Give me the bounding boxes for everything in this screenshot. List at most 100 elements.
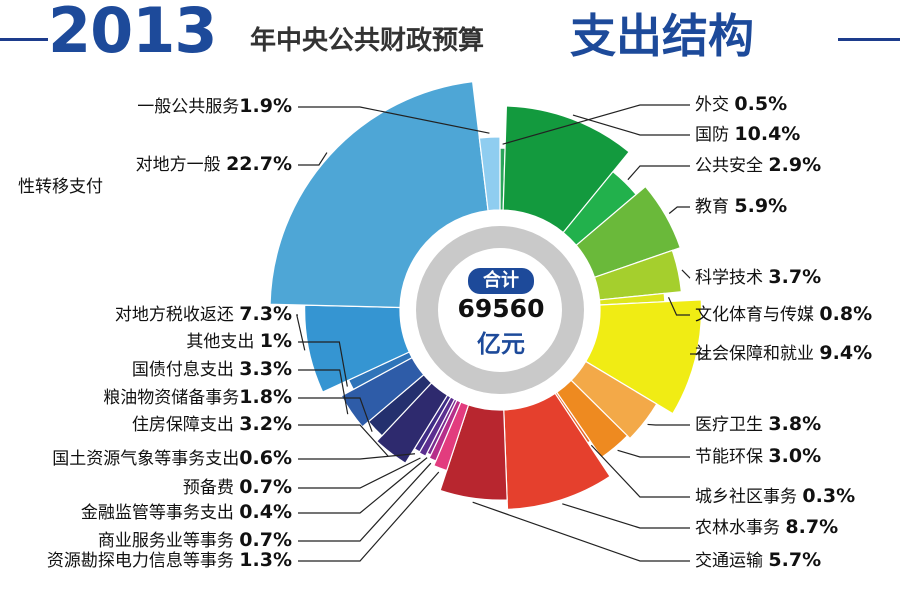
label-value-16: 0.6% bbox=[239, 447, 292, 469]
label-group-16: 国土资源气象等事务支出0.6% bbox=[52, 447, 416, 469]
label-group-0: 外交 0.5% bbox=[502, 93, 787, 145]
label-name-23: 一般公共服务 bbox=[137, 97, 239, 117]
label-value-0: 0.5% bbox=[734, 93, 787, 115]
slice-12 bbox=[433, 401, 470, 472]
label-15: 预备费 0.7% bbox=[183, 476, 292, 498]
center-badge: 合计 bbox=[468, 268, 534, 294]
label-2: 公共安全 2.9% bbox=[695, 154, 821, 176]
slice-15 bbox=[418, 396, 456, 457]
label-name-1: 国防 bbox=[695, 125, 734, 145]
label-name-8: 节能环保 bbox=[695, 447, 768, 467]
leader-line-5 bbox=[667, 297, 690, 316]
label-12: 资源勘探电力信息等事务 1.3% bbox=[47, 549, 292, 571]
label-name-21: 对地方税收返还 bbox=[115, 305, 239, 325]
label-value-22: 22.7% bbox=[226, 153, 292, 175]
leader-line-17 bbox=[298, 424, 389, 457]
label-23: 一般公共服务1.9% bbox=[137, 95, 292, 117]
label-name-2: 公共安全 bbox=[695, 156, 768, 176]
label-value-9: 0.3% bbox=[802, 485, 855, 507]
label-group-11: 交通运输 5.7% bbox=[472, 501, 821, 571]
leader-line-18 bbox=[298, 397, 373, 432]
slice-10 bbox=[503, 392, 611, 511]
label-value-10: 8.7% bbox=[785, 516, 838, 538]
label-8: 节能环保 3.0% bbox=[695, 445, 821, 467]
label-22: 对地方一般 22.7% bbox=[136, 153, 292, 175]
label-group-19: 国债付息支出 3.3% bbox=[132, 358, 349, 415]
label-name-22: 对地方一般 bbox=[136, 155, 226, 175]
leader-line-11 bbox=[472, 501, 690, 562]
label-name-15: 预备费 bbox=[183, 478, 239, 498]
label-value-18: 1.8% bbox=[239, 386, 292, 408]
slice-8 bbox=[555, 379, 629, 459]
leader-line-1 bbox=[572, 114, 690, 136]
label-group-20: 其他支出 1% bbox=[186, 330, 348, 387]
leader-line-4 bbox=[681, 269, 691, 279]
label-value-8: 3.0% bbox=[768, 445, 821, 467]
leader-line-10 bbox=[562, 503, 690, 529]
label-group-5: 文化体育与传媒 0.8% bbox=[667, 297, 872, 325]
label-name-9: 城乡社区事务 bbox=[695, 487, 802, 507]
slice-13 bbox=[428, 399, 462, 462]
slice-3 bbox=[575, 185, 682, 279]
leader-line-6 bbox=[690, 353, 710, 361]
label-3: 教育 5.9% bbox=[695, 195, 787, 217]
title-year: 2013 bbox=[48, 0, 218, 67]
label-name-7: 医疗卫生 bbox=[695, 415, 768, 435]
label-group-23: 一般公共服务1.9% bbox=[137, 95, 490, 134]
label-name-4: 科学技术 bbox=[695, 268, 768, 288]
label-0: 外交 0.5% bbox=[695, 93, 787, 115]
label-10: 农林水事务 8.7% bbox=[695, 516, 838, 538]
label-name-6: 社会保障和就业 bbox=[695, 344, 819, 364]
leader-line-21 bbox=[296, 314, 306, 351]
leader-line-22 bbox=[298, 152, 328, 166]
label-name-0: 外交 bbox=[695, 95, 734, 115]
label-name-20: 其他支出 bbox=[186, 332, 259, 352]
title-end: 支出结构 bbox=[570, 9, 754, 63]
label-group-3: 教育 5.9% bbox=[668, 195, 787, 217]
label-value-4: 3.7% bbox=[768, 266, 821, 288]
label-value-13: 0.7% bbox=[239, 529, 292, 551]
label-7: 医疗卫生 3.8% bbox=[695, 413, 821, 435]
title-middle: 年中央公共财政预算 bbox=[250, 26, 485, 56]
label-16: 国土资源气象等事务支出0.6% bbox=[52, 447, 292, 469]
label-name-17: 住房保障支出 bbox=[132, 415, 239, 435]
label-9: 城乡社区事务 0.3% bbox=[695, 485, 855, 507]
leader-line-14 bbox=[298, 457, 428, 514]
label-group-15: 预备费 0.7% bbox=[183, 457, 421, 498]
label-name-16: 国土资源气象等事务支出 bbox=[52, 449, 239, 469]
slice-23 bbox=[478, 136, 501, 212]
label-name-14: 金融监管等事务支出 bbox=[81, 503, 239, 523]
label-group-22: 对地方一般 22.7% 性转移支付 bbox=[18, 152, 328, 197]
leader-line-20 bbox=[298, 341, 348, 387]
label-value-7: 3.8% bbox=[768, 413, 821, 435]
label-group-6: 社会保障和就业 9.4% bbox=[690, 342, 872, 364]
leader-line-23 bbox=[298, 106, 490, 134]
center-unit: 亿元 bbox=[477, 330, 525, 358]
label-group-2: 公共安全 2.9% bbox=[627, 154, 821, 181]
label-value-21: 7.3% bbox=[239, 303, 292, 325]
label-value-15: 0.7% bbox=[239, 476, 292, 498]
label-value-20: 1% bbox=[260, 330, 292, 352]
label-value-17: 3.2% bbox=[239, 413, 292, 435]
label-name-18: 粮油物资储备事务 bbox=[103, 388, 239, 408]
label-6: 社会保障和就业 9.4% bbox=[695, 342, 872, 364]
center-total: 69560 bbox=[457, 294, 545, 323]
leader-line-8 bbox=[617, 449, 690, 458]
label-name-12: 资源勘探电力信息等事务 bbox=[47, 551, 239, 571]
leader-line-16 bbox=[298, 453, 416, 460]
label-4: 科学技术 3.7% bbox=[695, 266, 821, 288]
label-group-9: 城乡社区事务 0.3% bbox=[590, 444, 855, 507]
label-21: 对地方税收返还 7.3% bbox=[115, 303, 292, 325]
label-name-11: 交通运输 bbox=[695, 551, 768, 571]
label-13: 商业服务业等事务 0.7% bbox=[98, 529, 292, 551]
label-value-12: 1.3% bbox=[239, 549, 292, 571]
leader-line-3 bbox=[668, 206, 690, 214]
title-rule-right bbox=[838, 38, 900, 41]
label-11: 交通运输 5.7% bbox=[695, 549, 821, 571]
label-19: 国债付息支出 3.3% bbox=[132, 358, 292, 380]
leader-line-12 bbox=[298, 471, 440, 562]
label-group-17: 住房保障支出 3.2% bbox=[132, 413, 389, 457]
label-group-12: 资源勘探电力信息等事务 1.3% bbox=[47, 471, 440, 571]
label-17: 住房保障支出 3.2% bbox=[132, 413, 292, 435]
